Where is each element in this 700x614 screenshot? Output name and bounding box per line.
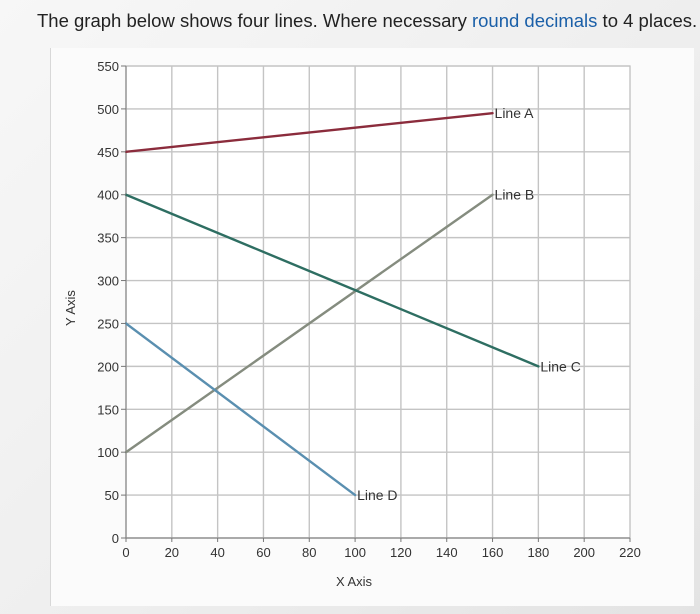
- x-tick-label: 160: [482, 545, 504, 560]
- y-axis-title: Y Axis: [63, 290, 78, 326]
- prompt-text-before: The graph below shows four lines. Where …: [37, 10, 472, 31]
- y-tick-label: 450: [97, 145, 119, 160]
- x-tick-label: 200: [573, 545, 595, 560]
- y-tick-label: 0: [112, 531, 119, 546]
- line-b-label: Line B: [495, 187, 535, 203]
- round-decimals-link[interactable]: round decimals: [471, 10, 598, 31]
- y-tick-label: 150: [97, 402, 119, 417]
- plot-area: [125, 65, 631, 539]
- x-tick-label: 40: [210, 545, 224, 560]
- series-lines: [124, 111, 540, 497]
- prompt-text-after: to 4 places.: [597, 10, 698, 31]
- y-tick-label: 350: [97, 231, 119, 246]
- y-tick-label: 300: [97, 274, 119, 289]
- y-tick-labels: 0 50 100 150 200 250 300 350 400 450 500 550: [97, 59, 126, 546]
- line-chart: 0 50 100 150 200 250 300 350 400 450 500 550 0 20 40 6…: [63, 59, 641, 589]
- x-tick-labels: 0 20 40 60 80 100 120 140 160 180 200 220: [122, 538, 641, 560]
- y-tick-label: 400: [97, 188, 119, 203]
- x-axis-title: X Axis: [336, 574, 373, 589]
- y-tick-label: 50: [105, 488, 119, 503]
- line-d-label: Line D: [357, 487, 397, 503]
- x-tick-label: 140: [436, 545, 458, 560]
- line-c-label: Line C: [540, 358, 580, 374]
- graph-panel: 0 50 100 150 200 250 300 350 400 450 500 550 0 20 40 6…: [50, 48, 694, 606]
- y-tick-label: 100: [97, 445, 119, 460]
- line-c-series: [124, 193, 540, 368]
- y-tick-label: 250: [97, 316, 119, 331]
- grid: [125, 65, 631, 539]
- x-tick-label: 100: [344, 545, 366, 560]
- line-d-series: [124, 322, 357, 497]
- x-tick-label: 180: [528, 545, 550, 560]
- y-tick-label: 550: [97, 59, 119, 74]
- x-tick-label: 80: [302, 545, 316, 560]
- x-tick-label: 60: [256, 545, 270, 560]
- series-labels: Line A Line B Line C Line D: [357, 105, 581, 503]
- line-a-series: [124, 111, 494, 154]
- x-tick-label: 120: [390, 545, 412, 560]
- x-tick-label: 220: [619, 545, 641, 560]
- y-tick-label: 200: [97, 359, 119, 374]
- line-b-series: [124, 193, 494, 454]
- x-tick-label: 0: [122, 545, 129, 560]
- line-a-label: Line A: [495, 105, 535, 121]
- y-tick-label: 500: [97, 102, 119, 117]
- question-prompt: The graph below shows four lines. Where …: [37, 10, 697, 32]
- x-tick-label: 20: [165, 545, 179, 560]
